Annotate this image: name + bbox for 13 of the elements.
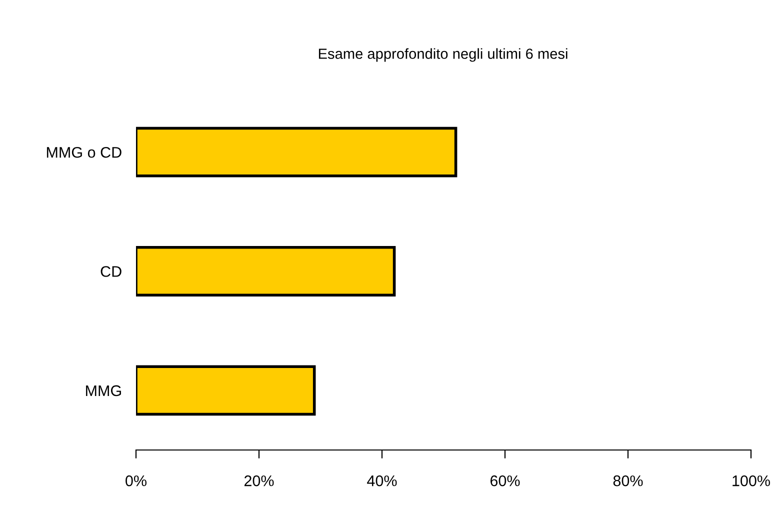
x-tick-label: 60% [490,475,520,486]
bar [136,246,396,296]
y-tick-label: MMG o CD [46,146,122,158]
x-tick-label: 40% [367,475,397,486]
x-tick-label: 80% [613,475,643,486]
bar [136,365,316,416]
x-tick-label: 100% [732,475,770,486]
chart-title: Esame approfondito negli ultimi 6 mesi [318,48,568,62]
y-tick-label: MMG [86,385,121,396]
x-tick-label: 20% [244,475,274,486]
y-tick-label: CD [100,266,122,277]
bar [136,126,458,178]
x-tick-label: 0% [126,475,146,486]
